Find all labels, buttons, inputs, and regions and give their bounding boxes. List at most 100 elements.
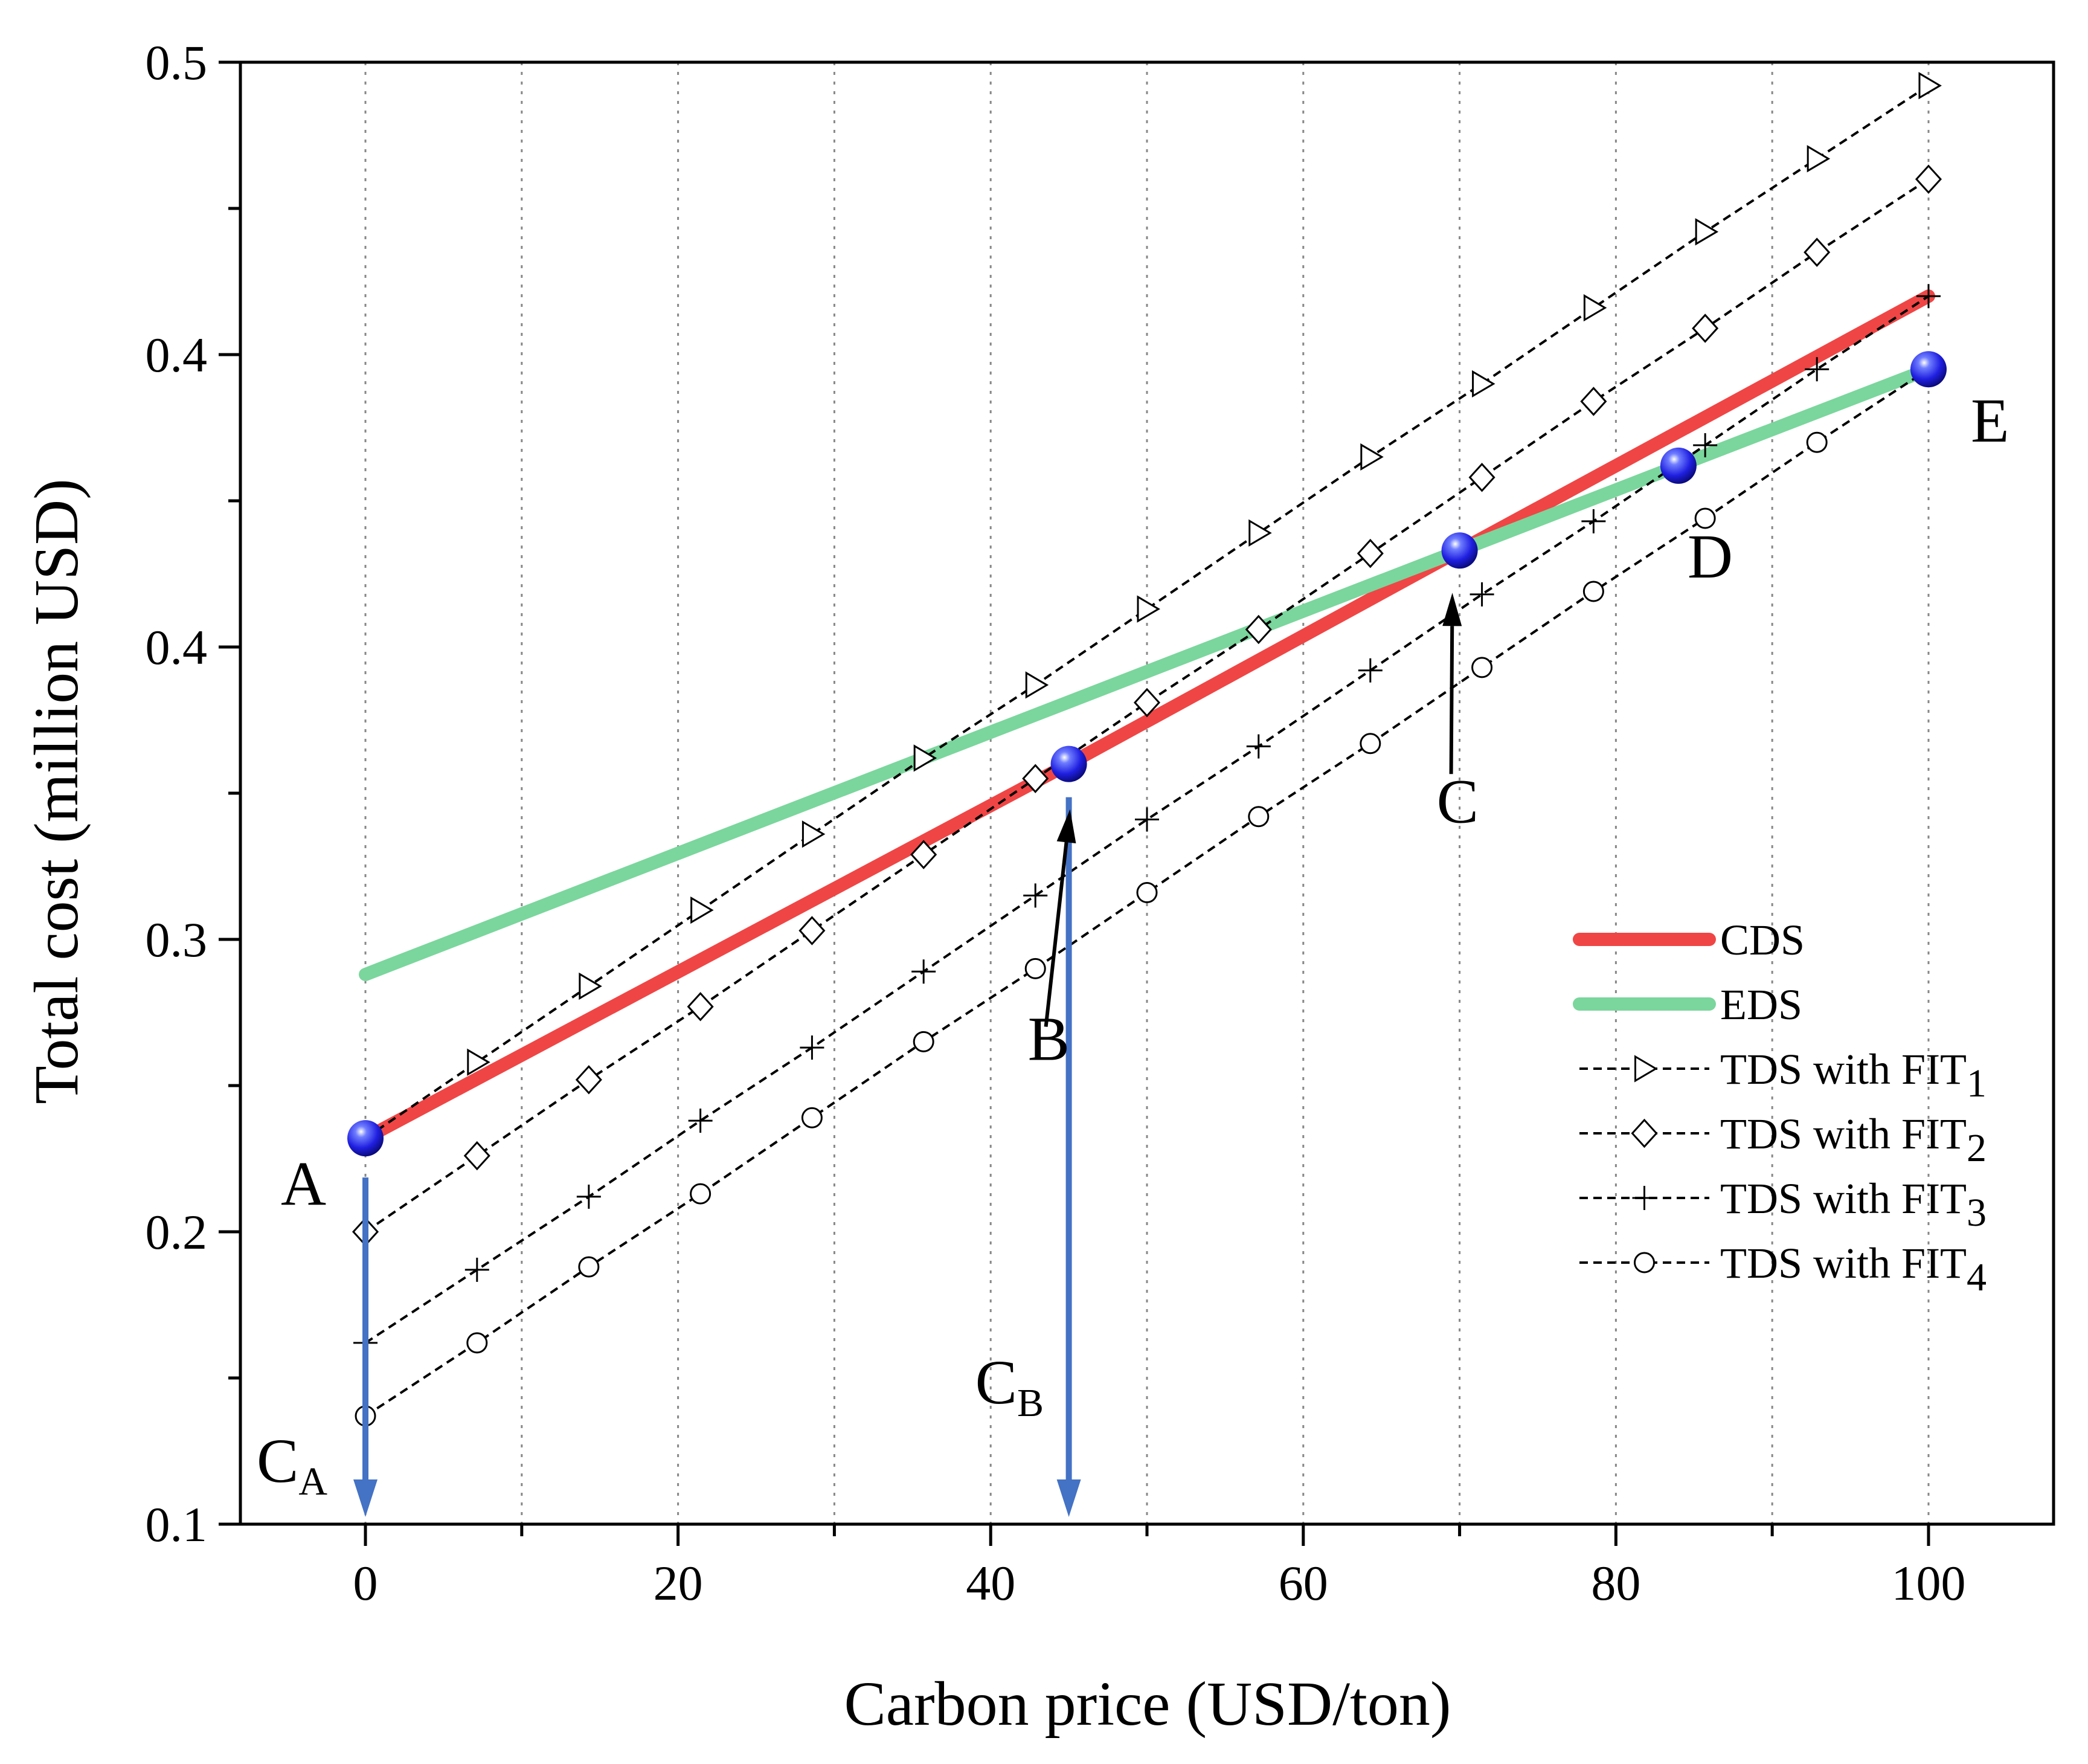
data-point-diamond (1468, 463, 1495, 492)
y-axis-title: Total cost (million USD) (22, 478, 91, 1104)
data-point-diamond (798, 916, 826, 945)
data-point-plus (1023, 883, 1048, 908)
series-1 (359, 289, 1935, 1145)
data-point-diamond (463, 1141, 490, 1171)
legend-item: TDS with FIT2 (1579, 1110, 1987, 1170)
legend-label: EDS (1720, 980, 1802, 1029)
x-tick-label: 40 (966, 1556, 1015, 1611)
key-point-label: A (281, 1149, 326, 1218)
data-point-circle (690, 1183, 712, 1205)
axes: 0 20 40 60 80 100 0.1 0.2 0.3 0.4 0.4 0.5 (146, 35, 2055, 1611)
key-point-b (1050, 745, 1087, 782)
x-tick-label: 0 (353, 1556, 378, 1611)
key-point-e (1910, 351, 1947, 388)
series-4 (352, 164, 1942, 1247)
data-point-diamond (1915, 164, 1942, 194)
data-point-plus (1135, 807, 1159, 832)
legend-item: TDS with FIT1 (1579, 1045, 1987, 1106)
legend-label: TDS with FIT2 (1720, 1110, 1987, 1170)
arrow-shaft (1449, 626, 1454, 774)
data-point-plus (800, 1035, 824, 1060)
grid-lines (364, 62, 1930, 1524)
legend-label: TDS with FIT1 (1720, 1045, 1987, 1106)
legend-item: EDS (1573, 980, 1802, 1029)
data-point-triangle (467, 1048, 490, 1076)
x-tick-label: 80 (1591, 1556, 1640, 1611)
data-point-circle (1471, 657, 1493, 678)
y-tick-label: 0.5 (146, 35, 208, 90)
y-tick-label: 0.2 (146, 1205, 208, 1260)
data-point-triangle (913, 744, 937, 772)
series-line-fit2 (364, 178, 1930, 1233)
data-point-diamond (1022, 764, 1049, 794)
y-tick-label: 0.4 (146, 620, 208, 675)
data-point-triangle (1360, 443, 1384, 471)
data-point-plus (1805, 357, 1829, 382)
arrow-shaft (1044, 842, 1068, 1027)
plot-frame (239, 60, 2055, 1526)
series-line-fit3 (364, 295, 1930, 1344)
series-line-cds (359, 289, 1935, 1145)
data-point-diamond (1357, 538, 1384, 568)
data-point-triangle (1025, 671, 1049, 699)
data-point-plus (911, 959, 936, 984)
data-point-circle (913, 1031, 934, 1052)
data-point-triangle (579, 972, 602, 1000)
data-point-plus (1358, 658, 1383, 683)
y-tick-label: 0.3 (146, 912, 208, 967)
key-point-label: B (1028, 1005, 1070, 1074)
pointer-arrow-c (1442, 593, 1462, 774)
data-point-diamond (1133, 687, 1161, 718)
data-point-diamond (1692, 314, 1719, 343)
data-point-circle (1136, 882, 1158, 904)
x-tick-label: 60 (1279, 1556, 1328, 1611)
annotation-label: CB (975, 1348, 1044, 1425)
data-point-plus (1916, 284, 1941, 309)
data-point-circle (1634, 1252, 1655, 1273)
data-point-plus (1470, 582, 1494, 607)
series-line-eds (359, 362, 1935, 982)
data-point-circle (1694, 507, 1716, 529)
data-point-circle (578, 1256, 600, 1278)
key-points: A B C D E (281, 351, 2009, 1218)
data-point-triangle (1583, 294, 1607, 322)
data-point-circle (1248, 806, 1270, 828)
legend-item: TDS with FIT4 (1579, 1239, 1987, 1299)
data-point-plus (688, 1109, 713, 1133)
data-point-plus (1581, 509, 1606, 533)
annotation-label: CA (257, 1426, 327, 1504)
data-point-circle (1582, 581, 1604, 602)
data-point-triangle (1472, 370, 1495, 398)
data-point-triangle (1918, 72, 1942, 100)
data-point-diamond (687, 992, 714, 1022)
key-point-d (1660, 447, 1697, 484)
data-point-diamond (910, 840, 937, 869)
pointer-arrow-b (1044, 809, 1076, 1027)
data-point-triangle (801, 820, 826, 848)
y-tick-label: 0.1 (146, 1497, 208, 1552)
series-layer (352, 72, 1942, 1427)
data-point-triangle (690, 896, 714, 924)
data-point-plus (1693, 433, 1718, 458)
data-point-circle (1360, 733, 1381, 755)
drop-arrow-head (1056, 1479, 1081, 1517)
legend-item: TDS with FIT3 (1579, 1174, 1987, 1235)
data-point-triangle (1248, 519, 1272, 547)
series-5 (353, 284, 1941, 1355)
data-point-plus (1246, 734, 1271, 759)
legend-label: CDS (1720, 916, 1805, 964)
series-2 (359, 362, 1935, 982)
data-point-diamond (1245, 614, 1272, 645)
x-tick-label: 20 (654, 1556, 703, 1611)
data-point-diamond (1631, 1118, 1658, 1148)
data-point-circle (466, 1332, 488, 1354)
data-point-circle (1806, 431, 1828, 453)
key-point-label: D (1688, 522, 1733, 591)
arrow-head (1442, 593, 1462, 626)
series-3 (355, 72, 1942, 1152)
data-point-circle (1024, 958, 1046, 979)
data-point-triangle (1137, 595, 1160, 623)
key-point-c (1441, 532, 1478, 569)
data-point-triangle (1695, 218, 1719, 246)
